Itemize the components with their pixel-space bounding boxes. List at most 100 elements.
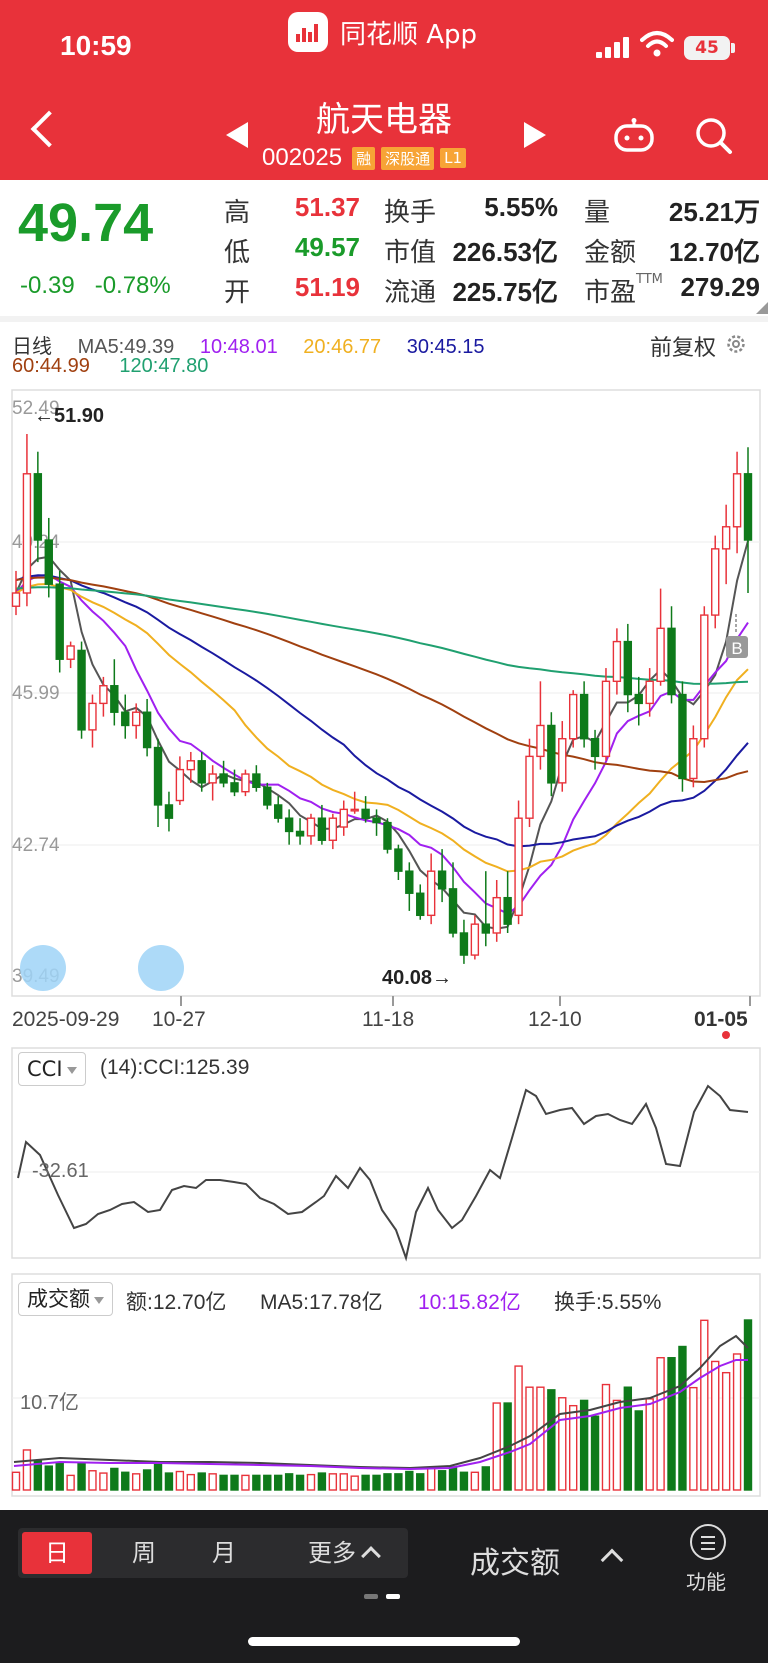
- amount-bar: [689, 1386, 698, 1491]
- amount-bar: [700, 1319, 709, 1491]
- tag-level1: L1: [440, 148, 467, 168]
- candle: [361, 796, 370, 823]
- adjust-toggle[interactable]: 前复权: [650, 336, 717, 361]
- gear-icon[interactable]: [724, 332, 748, 356]
- candle: [700, 606, 709, 748]
- candle-body: [678, 693, 687, 780]
- candle-body: [22, 473, 32, 594]
- high-label: 高: [224, 198, 251, 228]
- amount-bar: [579, 1399, 589, 1491]
- chevron-up-icon[interactable]: [600, 1548, 624, 1572]
- candle-body: [361, 808, 370, 819]
- collapse-chart-button[interactable]: [20, 945, 66, 991]
- quote-panel[interactable]: 49.74 -0.39 -0.78% 高 51.37 换手 5.55% 量 25.…: [0, 180, 768, 316]
- indicator-selector[interactable]: 成交额: [470, 1546, 560, 1581]
- candle-body: [481, 923, 490, 934]
- ma10-legend: 10:48.01: [199, 336, 278, 358]
- amount-bar: [601, 1383, 611, 1491]
- candle: [208, 765, 217, 801]
- candles: [11, 434, 753, 964]
- candle: [22, 434, 32, 607]
- app-switch-label[interactable]: 同花顺 App: [340, 20, 478, 50]
- period-week-tab[interactable]: 周: [132, 1539, 156, 1567]
- amount-bar: [623, 1386, 633, 1491]
- next-stock-icon[interactable]: [524, 122, 546, 148]
- robot-assistant-icon[interactable]: [612, 118, 656, 154]
- candle-body: [667, 627, 676, 696]
- chart-canvas[interactable]: 52.49 49.24 45.99 42.74 39.49 ←51.90 40.…: [0, 0, 768, 1510]
- tag-margin: 融: [352, 146, 376, 170]
- candle-body: [186, 760, 196, 771]
- candle-body: [153, 746, 163, 806]
- change-amount: -0.39: [20, 272, 75, 299]
- candle: [470, 915, 480, 960]
- chevron-up-icon: [361, 1546, 381, 1566]
- ma-legend-row-2: 60:44.99 120:47.80: [12, 355, 208, 378]
- pe-value: 279.29: [680, 272, 760, 302]
- candle: [492, 880, 501, 942]
- period-more-tab[interactable]: 更多: [288, 1528, 398, 1578]
- candle-body: [328, 817, 338, 841]
- amount-bar: [274, 1474, 283, 1491]
- candle: [372, 809, 381, 836]
- candle-body: [230, 782, 239, 793]
- chevron-down-icon: [94, 1296, 104, 1304]
- candle-body: [568, 693, 578, 740]
- candle: [230, 769, 239, 797]
- amount-selector[interactable]: 成交额: [18, 1282, 113, 1316]
- candle: [88, 694, 97, 748]
- amount-turnover-label: 换手:5.55%: [554, 1291, 662, 1314]
- period-switcher: 日 周 月 更多: [18, 1528, 408, 1578]
- candle-body: [339, 808, 348, 828]
- expand-corner-icon[interactable]: [756, 302, 768, 314]
- date-label: 11-18: [362, 1008, 415, 1031]
- candle-body: [623, 640, 633, 696]
- candle: [711, 535, 720, 629]
- prev-stock-icon[interactable]: [226, 122, 248, 148]
- amount-bar: [634, 1410, 643, 1491]
- amount-bar: [11, 1471, 21, 1491]
- ma20-legend: 20:46.77: [303, 336, 382, 358]
- cci-selector[interactable]: CCI: [18, 1052, 86, 1086]
- amount-bar: [142, 1469, 152, 1491]
- cci-line: [17, 1084, 749, 1262]
- ma-legend-row-1: 日线 MA5:49.39 10:48.01 20:46.77 30:45.15: [12, 330, 485, 359]
- candle-body: [525, 755, 534, 819]
- expand-chart-button[interactable]: [138, 945, 184, 991]
- candle-body: [645, 680, 654, 705]
- amount-bar: [164, 1472, 174, 1491]
- high-value: 51.37: [294, 192, 360, 222]
- candle-body: [514, 817, 523, 917]
- search-icon[interactable]: [694, 116, 734, 156]
- amount-bar: [721, 1371, 731, 1491]
- menu-icon[interactable]: [690, 1524, 726, 1560]
- candle: [274, 796, 283, 823]
- func-label[interactable]: 功能: [686, 1570, 726, 1594]
- candle: [514, 800, 523, 925]
- candle-body: [492, 896, 501, 934]
- candle-body: [11, 592, 21, 607]
- candle-body: [470, 923, 480, 956]
- amount-value-label: 额:12.70亿: [126, 1291, 227, 1314]
- candle-body: [426, 870, 436, 917]
- candle-body: [721, 526, 731, 550]
- candle-body: [459, 932, 469, 956]
- candle-body: [55, 583, 64, 660]
- candle-body: [241, 773, 250, 793]
- amount-value: 12.70亿: [668, 237, 760, 267]
- amount-bar: [645, 1398, 654, 1491]
- amount-bar: [678, 1345, 687, 1491]
- candle: [328, 813, 338, 850]
- amount-ma5-label: MA5:17.78亿: [260, 1291, 383, 1314]
- candle-body: [66, 645, 75, 660]
- amount-bar: [44, 1465, 53, 1491]
- pe-label: 市盈TTM: [584, 272, 663, 309]
- candle: [306, 813, 316, 845]
- buy-signal-marker[interactable]: B: [726, 614, 748, 658]
- period-day-tab[interactable]: 日: [22, 1532, 92, 1574]
- candle: [645, 668, 654, 717]
- high-marker: ←51.90: [34, 405, 104, 427]
- amount-bar: [394, 1473, 403, 1491]
- period-month-tab[interactable]: 月: [212, 1539, 236, 1567]
- battery-icon: 45: [684, 36, 730, 60]
